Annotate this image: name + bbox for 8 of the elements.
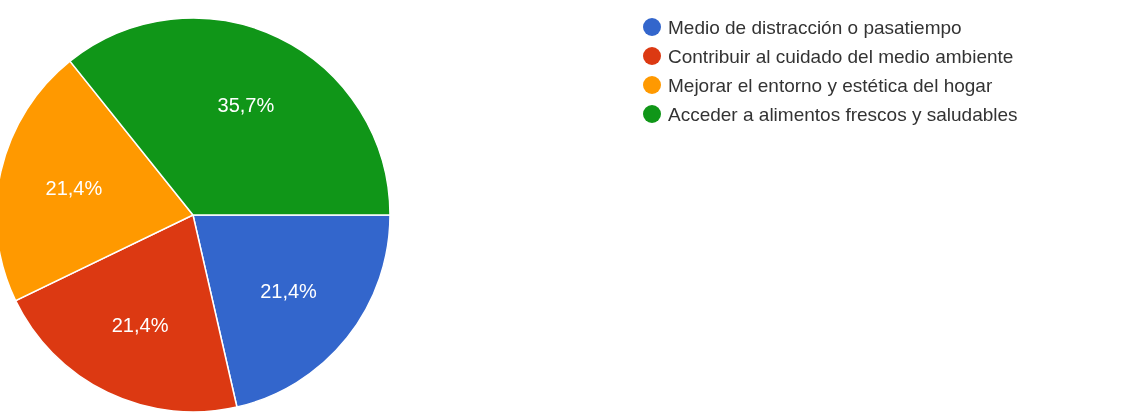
data-label: 21,4%: [45, 176, 103, 199]
legend-label: Acceder a alimentos frescos y saludables: [668, 103, 1018, 125]
legend-label: Mejorar el entorno y estética del hogar: [668, 74, 993, 96]
data-label: 21,4%: [260, 280, 318, 303]
legend-label: Contribuir al cuidado del medio ambiente: [668, 45, 1014, 67]
data-label: 21,4%: [111, 314, 169, 337]
data-label: 35,7%: [217, 93, 275, 116]
legend-label: Medio de distracción o pasatiempo: [668, 16, 962, 38]
